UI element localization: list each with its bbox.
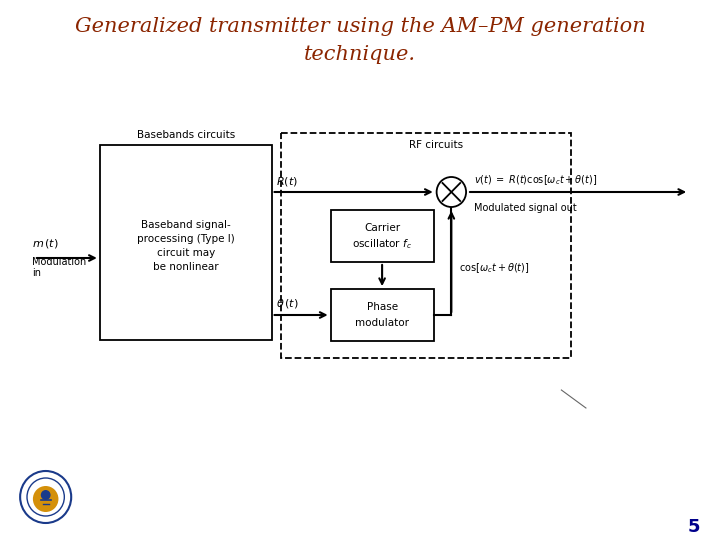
Text: modulator: modulator — [355, 318, 409, 328]
Text: Modulated signal out: Modulated signal out — [474, 203, 577, 213]
Circle shape — [33, 486, 58, 512]
Bar — [282, 133, 571, 358]
Bar — [330, 210, 433, 262]
Text: processing (Type I): processing (Type I) — [137, 233, 235, 244]
Text: Modulation: Modulation — [32, 257, 86, 267]
Circle shape — [436, 177, 466, 207]
Circle shape — [41, 490, 50, 500]
Text: $m\,(t)$: $m\,(t)$ — [32, 238, 59, 251]
Text: technique.: technique. — [304, 45, 416, 64]
Circle shape — [20, 471, 71, 523]
Text: Phase: Phase — [366, 302, 397, 312]
Circle shape — [27, 478, 64, 516]
Text: circuit may: circuit may — [156, 247, 215, 258]
Text: Generalized transmitter using the AM–PM generation: Generalized transmitter using the AM–PM … — [75, 17, 645, 37]
Text: Baseband signal-: Baseband signal- — [141, 219, 230, 230]
Text: be nonlinear: be nonlinear — [153, 261, 218, 272]
Text: oscillator $f_c$: oscillator $f_c$ — [352, 237, 412, 251]
Text: $R(t)$: $R(t)$ — [276, 174, 297, 187]
Text: Carrier: Carrier — [364, 223, 400, 233]
Bar — [330, 289, 433, 341]
Bar — [99, 145, 271, 340]
Text: 5: 5 — [688, 518, 701, 536]
Text: Basebands circuits: Basebands circuits — [137, 130, 235, 140]
Text: $\cos[\omega_c t+\theta(t)]$: $\cos[\omega_c t+\theta(t)]$ — [459, 261, 530, 275]
Text: RF circuits: RF circuits — [409, 140, 463, 150]
Text: in: in — [32, 268, 41, 278]
Text: $\theta\,(t)$: $\theta\,(t)$ — [276, 298, 298, 310]
Text: $v(t)\;=\;R(t)\cos[\omega_c t+\theta(t)]$: $v(t)\;=\;R(t)\cos[\omega_c t+\theta(t)]… — [474, 173, 598, 187]
